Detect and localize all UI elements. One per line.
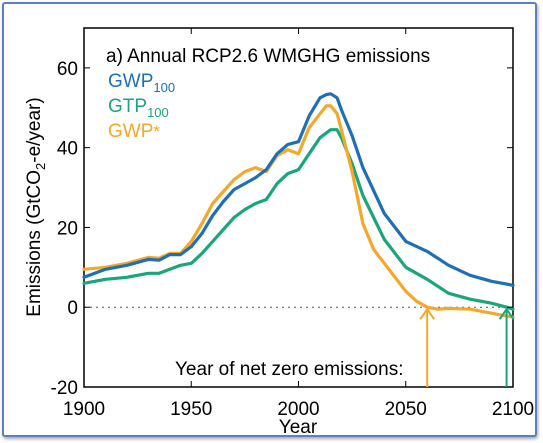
y-tick-label: 0 xyxy=(67,298,78,319)
x-tick-label: 1950 xyxy=(170,399,212,420)
y-tick-label: 60 xyxy=(57,59,78,80)
y-tick-label: -20 xyxy=(51,378,78,399)
y-tick-label: 20 xyxy=(57,218,78,239)
x-axis-title: Year xyxy=(279,417,318,438)
x-tick-label: 2100 xyxy=(492,399,534,420)
series-line-gwp100 xyxy=(82,92,515,287)
y-tick-label: 40 xyxy=(57,139,78,160)
legend-label-gtp100: GTP100 xyxy=(108,96,169,120)
x-tick-label: 2050 xyxy=(385,399,427,420)
net-zero-arrow-gwp xyxy=(419,307,436,387)
series-line-gtp100 xyxy=(82,128,515,311)
x-tick-label: 1900 xyxy=(63,399,105,420)
net-zero-annotation: Year of net zero emissions: xyxy=(175,359,403,380)
y-axis-title: Emissions (GtCO2-e/year) xyxy=(24,97,48,316)
net-zero-arrow-gtp100 xyxy=(498,307,515,387)
legend-label-gwp: GWP* xyxy=(108,121,160,142)
chart-frame xyxy=(2,2,537,437)
legend-label-gwp100: GWP100 xyxy=(108,71,175,95)
chart-title: a) Annual RCP2.6 WMGHG emissions xyxy=(106,46,430,67)
x-tick-label: 2000 xyxy=(277,399,319,420)
